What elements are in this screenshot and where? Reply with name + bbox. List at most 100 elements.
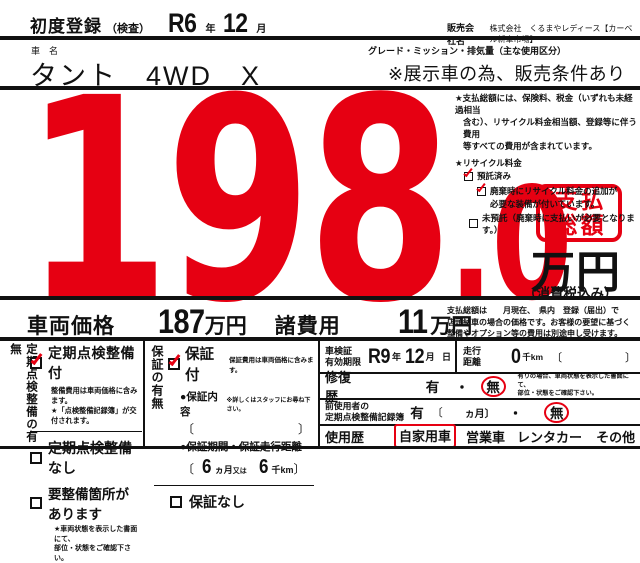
repair-dot: ・ <box>455 376 469 396</box>
maintenance-divider <box>30 431 142 432</box>
repair-note-line2: 部位・状態をご確認下さい。 <box>518 390 598 397</box>
details-row-usage: 使用歴 自家用車 営業車 レンタカー その他 <box>320 424 640 446</box>
maintenance-with-label: 定期点検整備付 <box>48 343 142 383</box>
usage-history-label: 使用歴 <box>325 427 364 446</box>
mileage-unit: 千km <box>522 351 543 363</box>
breakdown-disclaimer: 支払総額は 月現在、 県内 登録（届出）で 店頭納車の場合の価格です。お客様の要… <box>447 305 639 340</box>
record-yes: 有 <box>410 402 424 422</box>
repair-note-line1: 有りの場合、車両状態を表示した書面にて、 <box>518 373 629 389</box>
warranty-period-values: 〔 6 ヵ月 又は 6 千km 〕 <box>168 456 316 479</box>
usage-other: その他 <box>596 427 635 446</box>
checkbox-checked-icon <box>477 187 486 196</box>
details-table: 車検証 有効期限 R9 年 12 月 日 走行 距離 0 千km 〔 〕 修復歴… <box>320 341 640 446</box>
bracket-close: 〕 <box>625 349 636 365</box>
mileage-label-line1: 走行 <box>463 346 481 356</box>
bracket-open: 〔 <box>182 460 194 477</box>
warranty-side-label: 保証の有無 <box>149 345 166 415</box>
inspection-label: （検査） <box>106 20 150 36</box>
registration-era-value: R6 <box>168 8 196 39</box>
warranty-divider <box>154 485 314 486</box>
bracket-close: 〕 <box>294 460 306 477</box>
warranty-without-label: 保証なし <box>189 492 245 512</box>
details-row-record: 前使用者の 定期点検整備記録簿 有 〔 ヵ月〕 ・ 無 <box>320 398 640 424</box>
bracket-open: 〔 <box>432 404 443 420</box>
vehicle-price-label: 車両価格 <box>27 310 115 340</box>
warranty-or: 又は <box>233 466 247 476</box>
inspection-label-line2: 有効期限 <box>325 357 361 367</box>
details-row-repair: 修復歴 有 ・ 無 有りの場合、車両状態を表示した書面にて、 部位・状態をご確認… <box>320 372 640 398</box>
bracket-close: 〕 <box>298 420 310 437</box>
warranty-content-brackets: 〔 〕 <box>168 420 316 437</box>
recycle-deposited-item: 預託済み <box>455 170 640 182</box>
bracket-open: 〔 <box>182 420 194 437</box>
price-breakdown-row: 車両価格 187 万円 諸費用 11 万円 <box>27 300 472 336</box>
record-book-label: 前使用者の 定期点検整備記録簿 <box>325 401 404 422</box>
record-months-unit: ヵ月〕 <box>465 405 495 420</box>
maintenance-needs-label: 要整備箇所があります <box>48 483 142 523</box>
repair-no-circled: 無 <box>481 376 506 397</box>
total-note-line: 等すべての費用が含まれています。 <box>455 140 640 152</box>
recycle-fee-title: ★リサイクル料金 <box>455 157 640 169</box>
record-label-line2: 定期点検整備記録簿 <box>325 412 404 422</box>
checkbox-unchecked-icon <box>170 496 182 508</box>
record-dot: ・ <box>509 402 523 422</box>
record-no-circled: 無 <box>544 402 569 423</box>
warranty-content-note: ※詳しくはスタッフにお尋ね下さい。 <box>226 395 316 413</box>
warranty-distance-unit: 千km <box>272 463 294 476</box>
usage-rental: レンタカー <box>517 427 582 446</box>
warranty-content-label: ●保証内容 <box>180 389 222 419</box>
mileage-cell: 走行 距離 0 千km 〔 〕 <box>457 341 640 372</box>
maintenance-needs-note-line2: 部位・状態をご確認下さい。 <box>54 544 142 563</box>
registration-year-unit: 年 <box>205 20 215 35</box>
checkbox-unchecked-icon <box>30 452 42 464</box>
maintenance-with-note-line1: 整備費用は車両価格に含みます。 <box>51 386 142 406</box>
registration-month-value: 12 <box>223 8 248 39</box>
maintenance-without-label: 定期点検整備なし <box>48 438 142 478</box>
maintenance-with-note: 整備費用は車両価格に含みます。 ★「点検整備記録簿」が交付されます。 <box>30 386 142 426</box>
disclaimer-line: 店頭納車の場合の価格です。お客様の要望に基づく <box>447 317 639 329</box>
recycle-addfee-line2: 必要な装備が付いています。 <box>490 199 599 209</box>
maintenance-needs-note-line1: ★車両状態を表示した書面にて、 <box>54 525 142 544</box>
mileage-label: 走行 距離 <box>463 346 481 367</box>
repair-note: 有りの場合、車両状態を表示した書面にて、 部位・状態をご確認下さい。 <box>518 373 640 399</box>
inspection-month-value: 12 <box>405 345 424 369</box>
recycle-notdeposited-item: 未預託（廃棄時に支払いが必要となります。） <box>455 212 640 236</box>
warranty-with-note: 保証費用は車両価格に含みます。 <box>229 354 316 374</box>
inspection-month-unit: 月 <box>426 350 435 363</box>
repair-history-label: 修復歴 <box>325 367 364 405</box>
usage-business: 営業車 <box>466 427 505 446</box>
checkbox-checked-icon <box>168 358 180 370</box>
checkbox-unchecked-icon <box>30 497 42 509</box>
maintenance-without-item: 定期点検整備なし <box>30 438 142 478</box>
inspection-label: 車検証 有効期限 <box>325 346 361 367</box>
first-registration-label: 初度登録 <box>30 12 102 37</box>
header-registration: 初度登録 （検査） R6 年 12 月 <box>30 8 266 36</box>
usage-private-boxed: 自家用車 <box>394 424 456 448</box>
divider-maintenance-warranty <box>143 341 145 446</box>
warranty-months-value: 6 <box>202 456 211 479</box>
record-no: 無 <box>550 402 564 422</box>
warranty-with-item: 保証付 保証費用は車両価格に含みます。 <box>168 343 316 385</box>
maintenance-with-note-line2: ★「点検整備記録簿」が交付されます。 <box>51 406 142 426</box>
recycle-addfee-item: 廃棄時にリサイクル料金の追加が 必要な装備が付いています。 <box>455 185 640 209</box>
total-note-line: 含む）、リサイクル料金相当額、登録等に伴う費用 <box>455 116 640 140</box>
disclaimer-line: 支払総額は 月現在、 県内 登録（届出）で <box>447 305 639 317</box>
recycle-notdeposited-label: 未預託（廃棄時に支払いが必要となります。） <box>482 212 640 236</box>
inspection-era-value: R9 <box>368 345 390 369</box>
maintenance-needs-note: ★車両状態を表示した書面にて、 部位・状態をご確認下さい。 <box>30 525 142 563</box>
fees-label: 諸費用 <box>275 310 341 340</box>
maintenance-needs-item: 要整備箇所があります <box>30 483 142 523</box>
checkbox-checked-icon <box>30 357 42 369</box>
vehicle-price-unit: 万円 <box>205 310 247 340</box>
record-label-line1: 前使用者の <box>325 401 369 411</box>
recycle-addfee-label: 廃棄時にリサイクル料金の追加が 必要な装備が付いています。 <box>490 185 617 209</box>
registration-month-unit: 月 <box>256 20 266 35</box>
repair-yes: 有 <box>426 376 440 396</box>
details-row-inspection: 車検証 有効期限 R9 年 12 月 日 走行 距離 0 千km 〔 〕 <box>320 341 640 372</box>
maintenance-with-item: 定期点検整備付 <box>30 343 142 383</box>
dealer-name: 株式会社 くるまやレディース【カーベル新車市場】 <box>490 23 640 45</box>
divider-bottom <box>0 446 640 449</box>
warranty-months-unit: ヵ月 <box>215 463 233 476</box>
warranty-content-row: ●保証内容 ※詳しくはスタッフにお尋ね下さい。 <box>168 389 316 419</box>
repair-no: 無 <box>486 376 500 396</box>
